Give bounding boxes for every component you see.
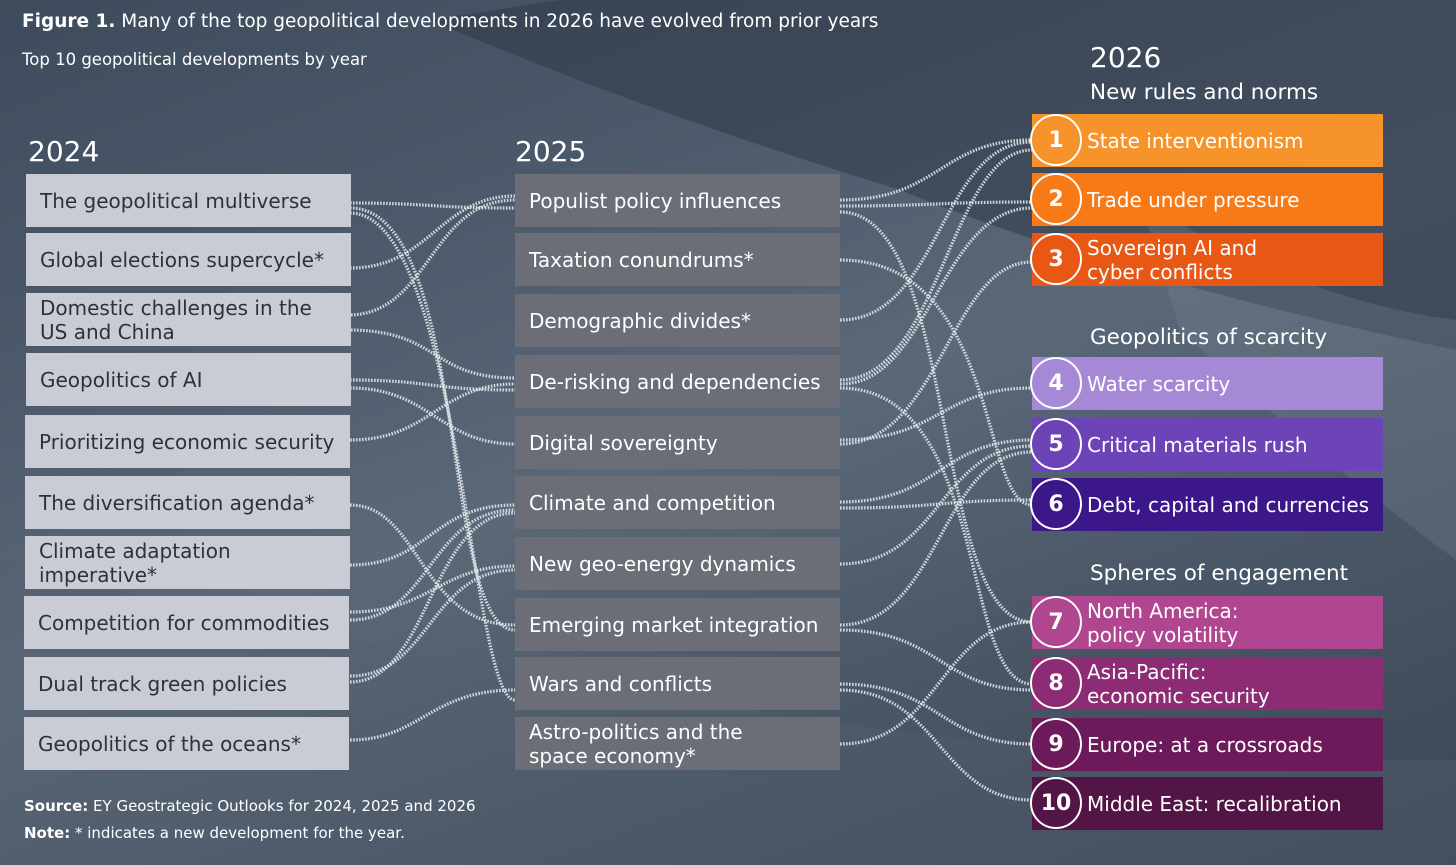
link-2024-8-b bbox=[349, 564, 516, 614]
rank-badge: 10 bbox=[1030, 777, 1082, 829]
rank-badge: 9 bbox=[1030, 718, 1082, 770]
dev-2025-item: De-risking and dependencies bbox=[515, 355, 840, 408]
source-line: Source: EY Geostrategic Outlooks for 202… bbox=[24, 797, 476, 815]
link-2025-5-a bbox=[839, 260, 1033, 446]
rank-badge: 8 bbox=[1030, 657, 1082, 709]
dev-2024-item: Global elections supercycle* bbox=[26, 233, 351, 286]
year-2025-heading: 2025 bbox=[515, 135, 587, 168]
rank-badge: 2 bbox=[1030, 173, 1082, 225]
link-2025-4-c bbox=[839, 386, 1033, 686]
link-2024-8-a bbox=[349, 508, 516, 622]
dev-2024-item: Domestic challenges in the US and China bbox=[26, 293, 351, 346]
dev-2024-item: Geopolitics of AI bbox=[26, 353, 351, 406]
link-2024-1-c bbox=[349, 206, 516, 632]
link-2025-10 bbox=[839, 620, 1033, 746]
dev-2026-item: North America: policy volatility bbox=[1032, 596, 1383, 649]
dev-2025-item: Wars and conflicts bbox=[515, 657, 840, 710]
link-2024-9-b bbox=[349, 568, 516, 678]
dev-2026-item: Trade under pressure bbox=[1032, 173, 1383, 226]
link-2025-8-b bbox=[839, 628, 1033, 692]
dev-2025-item: Emerging market integration bbox=[515, 598, 840, 651]
dev-2024-item: Competition for commodities bbox=[24, 596, 349, 649]
dev-2026-item: Critical materials rush bbox=[1032, 418, 1383, 471]
note-label: Note: bbox=[24, 824, 71, 842]
link-2024-5 bbox=[349, 382, 516, 442]
rank-badge: 6 bbox=[1030, 478, 1082, 530]
dev-2025-item: Digital sovereignty bbox=[515, 416, 840, 469]
group-heading-scarcity: Geopolitics of scarcity bbox=[1090, 325, 1328, 350]
dev-2025-item: Astro-politics and the space economy* bbox=[515, 717, 840, 770]
link-2025-6-a bbox=[839, 438, 1033, 504]
link-2024-10 bbox=[349, 688, 516, 742]
link-2025-1-b bbox=[839, 200, 1033, 208]
note-text: * indicates a new development for the ye… bbox=[74, 824, 405, 842]
dev-2024-item: The geopolitical multiverse bbox=[26, 174, 351, 227]
link-2024-1-b bbox=[349, 211, 516, 702]
link-2024-4-b bbox=[349, 386, 516, 446]
link-2024-2 bbox=[349, 194, 516, 270]
link-2025-1-c bbox=[839, 210, 1033, 624]
dev-2026-item: Water scarcity bbox=[1032, 357, 1383, 410]
link-2024-1-a bbox=[349, 201, 516, 210]
group-heading-spheres: Spheres of engagement bbox=[1090, 561, 1349, 586]
rank-badge: 4 bbox=[1030, 357, 1082, 409]
rank-badge: 7 bbox=[1030, 596, 1082, 648]
dev-2025-item: Climate and competition bbox=[515, 476, 840, 529]
dev-2026-item: Europe: at a crossroads bbox=[1032, 718, 1383, 771]
figure-subtitle: Top 10 geopolitical developments by year bbox=[22, 50, 367, 69]
source-text: EY Geostrategic Outlooks for 2024, 2025 … bbox=[93, 797, 476, 815]
link-2025-4-a bbox=[839, 148, 1033, 382]
link-2024-3-b bbox=[347, 328, 516, 380]
year-2026-heading: 2026 bbox=[1090, 41, 1162, 74]
link-2025-4-b bbox=[839, 206, 1033, 386]
dev-2026-item: Middle East: recalibration bbox=[1032, 777, 1383, 830]
note-line: Note: * indicates a new development for … bbox=[24, 824, 405, 842]
link-2025-5-b bbox=[839, 386, 1033, 442]
dev-2026-item: State interventionism bbox=[1032, 114, 1383, 167]
dev-2026-item: Sovereign AI and cyber conflicts bbox=[1032, 233, 1383, 286]
link-2025-2 bbox=[839, 258, 1033, 507]
dev-2024-item: Climate adaptation imperative* bbox=[25, 536, 350, 589]
figure-title-text: Many of the top geopolitical development… bbox=[121, 11, 879, 32]
year-2024-heading: 2024 bbox=[28, 135, 100, 168]
group-heading-new-rules: New rules and norms bbox=[1090, 80, 1319, 105]
link-2024-9-a bbox=[349, 511, 516, 684]
link-2024-3-a bbox=[347, 198, 516, 317]
figure-label: Figure 1. bbox=[22, 11, 116, 32]
link-2025-3 bbox=[839, 140, 1033, 322]
source-label: Source: bbox=[24, 797, 89, 815]
link-2025-7 bbox=[839, 444, 1033, 566]
dev-2025-item: New geo-energy dynamics bbox=[515, 537, 840, 590]
link-2025-1-a bbox=[839, 138, 1033, 202]
link-2024-6 bbox=[349, 503, 516, 627]
dev-2026-item: Asia-Pacific: economic security bbox=[1032, 657, 1383, 710]
dev-2025-item: Demographic divides* bbox=[515, 294, 840, 347]
dev-2025-item: Taxation conundrums* bbox=[515, 233, 840, 286]
dev-2024-item: The diversification agenda* bbox=[25, 476, 350, 529]
dev-2024-item: Prioritizing economic security bbox=[25, 415, 350, 468]
rank-badge: 3 bbox=[1030, 233, 1082, 285]
dev-2025-item: Populist policy influences bbox=[515, 174, 840, 227]
dev-2026-item: Debt, capital and currencies bbox=[1032, 478, 1383, 531]
link-2025-8-a bbox=[839, 450, 1033, 627]
dev-2024-item: Geopolitics of the oceans* bbox=[24, 717, 349, 770]
link-2025-9-a bbox=[839, 682, 1033, 746]
link-2025-9-b bbox=[839, 688, 1033, 802]
rank-badge: 5 bbox=[1030, 418, 1082, 470]
rank-badge: 1 bbox=[1030, 114, 1082, 166]
dev-2024-item: Dual track green policies bbox=[24, 657, 349, 710]
link-2024-4-a bbox=[349, 378, 516, 392]
figure-title: Figure 1. Many of the top geopolitical d… bbox=[22, 11, 878, 32]
link-2024-7 bbox=[349, 503, 516, 567]
